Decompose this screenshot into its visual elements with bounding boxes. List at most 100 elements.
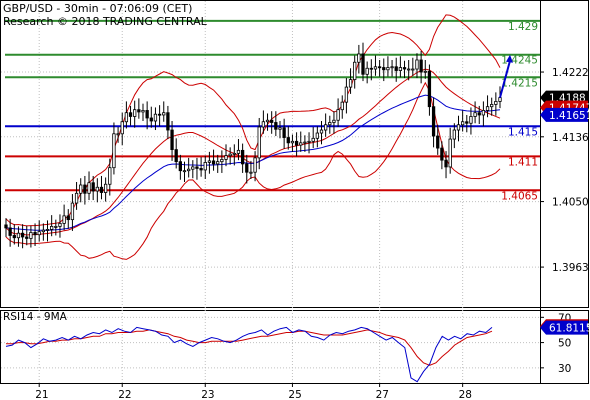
x-tick-label: 23 <box>201 389 214 400</box>
candle <box>498 97 502 102</box>
candle <box>103 183 108 193</box>
candle <box>452 129 456 140</box>
rsi-tick-label: 50 <box>558 338 571 350</box>
x-tick-label: 22 <box>118 389 131 400</box>
candle <box>41 229 46 233</box>
candle <box>265 119 270 123</box>
candle <box>423 70 427 73</box>
candle <box>187 168 191 172</box>
candle <box>465 121 469 124</box>
candle <box>257 126 261 159</box>
candle <box>108 167 112 185</box>
candle <box>79 184 83 194</box>
candle <box>307 140 311 143</box>
candle <box>340 101 344 111</box>
candle <box>485 106 490 111</box>
candle <box>299 142 303 146</box>
candle <box>25 236 29 239</box>
level-label: 1.4065 <box>501 190 538 202</box>
candle <box>253 157 257 173</box>
candle <box>469 116 473 124</box>
candle <box>33 232 37 236</box>
copyright-text: Research © 2018 TRADING CENTRAL <box>3 15 207 28</box>
candle <box>99 186 104 193</box>
candle <box>120 121 124 135</box>
candle <box>199 168 203 171</box>
candle <box>58 223 62 227</box>
candle <box>137 109 141 113</box>
candle <box>286 137 290 144</box>
candle <box>162 112 166 116</box>
level-label: 1.4215 <box>501 77 538 89</box>
candle <box>419 59 423 73</box>
candle <box>236 149 241 154</box>
candle <box>365 67 369 75</box>
candle <box>382 67 386 71</box>
chart-title: GBP/USD - 30min - 07:06:09 (CET) <box>3 2 193 15</box>
price-tick-label: 1.4222 <box>552 67 589 79</box>
rsi-tick-label: 30 <box>558 363 571 375</box>
candle <box>390 66 394 69</box>
candle <box>249 171 253 174</box>
candle <box>481 110 486 116</box>
candle <box>361 53 365 75</box>
candle <box>270 119 274 123</box>
moving-average <box>5 94 501 231</box>
candle <box>74 192 79 204</box>
bollinger-mid <box>5 68 501 236</box>
candle <box>66 215 70 221</box>
candle <box>207 160 212 163</box>
rsi-title: RSI14 - 9MA <box>3 311 67 323</box>
candle <box>377 66 382 69</box>
level-label: 1.411 <box>508 156 538 168</box>
candle <box>20 232 25 238</box>
candle <box>332 119 336 123</box>
candle <box>407 68 411 71</box>
candle <box>54 226 58 228</box>
candle <box>311 137 315 142</box>
rsi-tag-bg <box>540 320 588 335</box>
candle <box>431 106 436 137</box>
candle <box>357 53 361 63</box>
candle <box>456 124 461 131</box>
main-panel-frame <box>0 0 589 308</box>
candle <box>232 152 236 155</box>
candle <box>245 163 249 173</box>
candle <box>315 132 319 139</box>
price-tick-label: 1.4136 <box>552 132 589 144</box>
forecast-arrow <box>499 60 511 98</box>
candle <box>369 67 373 70</box>
rsi-series <box>6 329 493 366</box>
candle <box>50 226 54 230</box>
candle <box>448 138 452 168</box>
candle <box>303 141 307 144</box>
candle <box>133 109 137 117</box>
candle <box>91 182 95 192</box>
candle <box>182 170 187 173</box>
candle <box>16 232 21 239</box>
x-tick-label: 25 <box>288 389 301 400</box>
candle <box>216 161 220 165</box>
x-tick-label: 27 <box>376 389 389 400</box>
candle <box>294 140 299 146</box>
candle <box>473 112 477 117</box>
candle <box>490 104 494 108</box>
candle <box>494 101 498 105</box>
candle <box>353 61 357 80</box>
rsi-panel-frame <box>0 310 589 384</box>
price-tick-label: 1.3963 <box>552 262 589 274</box>
candle <box>336 109 340 121</box>
candle <box>411 68 415 71</box>
candle <box>240 149 245 165</box>
candle <box>191 166 195 170</box>
candle <box>95 186 99 192</box>
candle <box>398 67 403 71</box>
candle <box>116 133 120 136</box>
candle <box>8 227 12 236</box>
candle <box>460 121 465 126</box>
candle <box>440 147 444 161</box>
candle <box>328 122 332 126</box>
candle <box>112 133 116 169</box>
candle <box>282 127 286 138</box>
candle <box>195 166 199 169</box>
